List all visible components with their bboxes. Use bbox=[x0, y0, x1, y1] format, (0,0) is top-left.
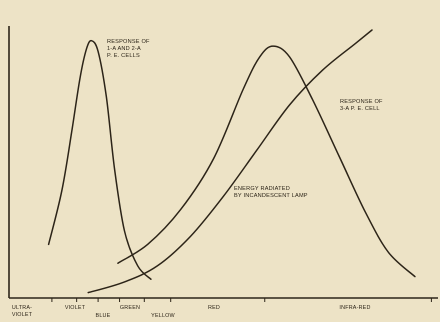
annotations: RESPONSE OF 1-A AND 2-A P. E. CELLS RESPONS… bbox=[107, 39, 383, 199]
x-tick-labels: ULTRA-VIOLET VIOLET BLUE GREEN YELLOW RED INFR… bbox=[12, 305, 371, 319]
label-lamp-energy: ENERGY RADIATED BY INCANDESCENT LAMP bbox=[234, 186, 308, 199]
x-tick-label: BLUE bbox=[96, 313, 111, 319]
label-1a-2a-cell-response: RESPONSE OF 1-A AND 2-A P. E. CELLS bbox=[107, 39, 150, 59]
x-tick-label: GREEN bbox=[120, 305, 140, 311]
x-tick-label: RED bbox=[208, 305, 220, 311]
x-tick-label: VIOLET bbox=[65, 305, 86, 311]
curve-1a-2a-cell-response bbox=[47, 39, 152, 280]
curve-3a-cell-response bbox=[117, 45, 416, 278]
x-tick-label: INFRA-RED bbox=[339, 305, 370, 311]
x-tick-label: ULTRA-VIOLET bbox=[12, 305, 33, 318]
x-tick-label: YELLOW bbox=[151, 313, 175, 319]
x-ticks bbox=[51, 298, 432, 302]
curve-lamp-energy bbox=[87, 29, 373, 294]
label-3a-cell-response: RESPONSE OF 3-A P. E. CELL bbox=[340, 99, 383, 112]
curves bbox=[47, 29, 416, 294]
